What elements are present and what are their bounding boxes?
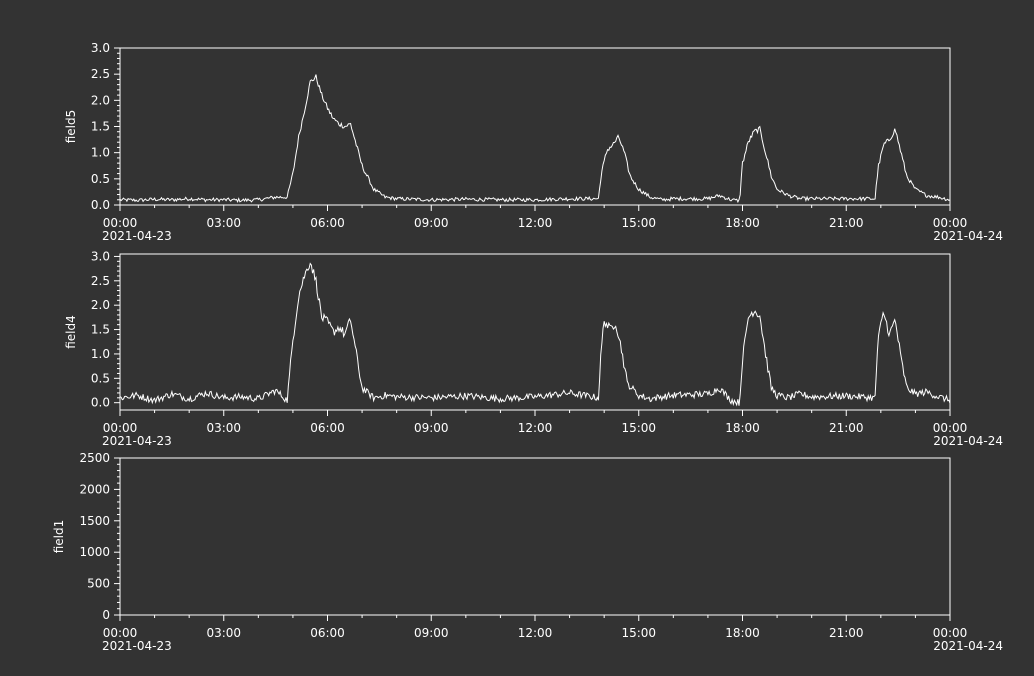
x-tick-label-1-2: 06:00 — [310, 216, 345, 230]
y-tick-label-2-6: 3.0 — [91, 249, 110, 263]
x-tick-label-3-5: 15:00 — [621, 626, 656, 640]
x-tick-label-2-8: 00:00 — [933, 421, 968, 435]
x-tick-label-3-4: 12:00 — [518, 626, 553, 640]
y-tick-label-2-0: 0.0 — [91, 396, 110, 410]
series-line-1-1 — [119, 74, 951, 204]
x-tick-label-3-3: 09:00 — [414, 626, 449, 640]
plot-frame-2 — [119, 253, 951, 411]
y-axis-label-3: field1 — [52, 520, 66, 554]
y-tick-label-1-2: 1.0 — [91, 146, 110, 160]
y-tick-label-1-4: 2.0 — [91, 93, 110, 107]
x-date-start-2: 2021-04-23 — [102, 434, 172, 448]
x-tick-label-2-2: 06:00 — [310, 421, 345, 435]
y-tick-label-3-4: 2000 — [79, 482, 110, 496]
x-tick-label-3-1: 03:00 — [206, 626, 241, 640]
x-tick-label-2-7: 21:00 — [829, 421, 864, 435]
y-tick-label-2-1: 0.5 — [91, 371, 110, 385]
plot-frame-1 — [119, 47, 951, 206]
x-date-start-1: 2021-04-23 — [102, 229, 172, 243]
x-tick-label-3-8: 00:00 — [933, 626, 968, 640]
x-tick-label-2-4: 12:00 — [518, 421, 553, 435]
x-tick-label-1-4: 12:00 — [518, 216, 553, 230]
y-tick-label-3-0: 0 — [102, 608, 110, 622]
y-tick-label-2-5: 2.5 — [91, 274, 110, 288]
x-tick-label-3-7: 21:00 — [829, 626, 864, 640]
x-tick-label-2-3: 09:00 — [414, 421, 449, 435]
y-axis-label-1: field5 — [64, 110, 78, 144]
x-tick-label-2-0: 00:00 — [103, 421, 138, 435]
y-tick-label-1-1: 0.5 — [91, 172, 110, 186]
y-axis-label-2: field4 — [64, 315, 78, 349]
x-tick-label-2-6: 18:00 — [725, 421, 760, 435]
x-tick-label-3-2: 06:00 — [310, 626, 345, 640]
series-line-2-1 — [119, 262, 951, 407]
y-tick-label-2-4: 2.0 — [91, 298, 110, 312]
y-tick-label-3-5: 2500 — [79, 451, 110, 465]
y-tick-label-1-6: 3.0 — [91, 41, 110, 55]
x-tick-label-1-7: 21:00 — [829, 216, 864, 230]
y-tick-label-2-3: 1.5 — [91, 323, 110, 337]
plot-frame-3 — [119, 457, 951, 616]
x-tick-label-2-1: 03:00 — [206, 421, 241, 435]
y-tick-label-3-2: 1000 — [79, 545, 110, 559]
y-tick-label-3-1: 500 — [87, 577, 110, 591]
x-date-start-3: 2021-04-23 — [102, 639, 172, 653]
y-tick-label-1-5: 2.5 — [91, 67, 110, 81]
x-date-end-3: 2021-04-24 — [933, 639, 1003, 653]
y-tick-label-2-2: 1.0 — [91, 347, 110, 361]
x-date-end-1: 2021-04-24 — [933, 229, 1003, 243]
x-tick-label-2-5: 15:00 — [621, 421, 656, 435]
y-tick-label-3-3: 1500 — [79, 514, 110, 528]
x-date-end-2: 2021-04-24 — [933, 434, 1003, 448]
x-tick-label-1-8: 00:00 — [933, 216, 968, 230]
x-tick-label-3-6: 18:00 — [725, 626, 760, 640]
y-tick-label-1-0: 0.0 — [91, 198, 110, 212]
x-tick-label-1-1: 03:00 — [206, 216, 241, 230]
y-tick-label-1-3: 1.5 — [91, 120, 110, 134]
x-tick-label-3-0: 00:00 — [103, 626, 138, 640]
x-tick-label-1-0: 00:00 — [103, 216, 138, 230]
x-tick-label-1-5: 15:00 — [621, 216, 656, 230]
x-tick-label-1-3: 09:00 — [414, 216, 449, 230]
x-tick-label-1-6: 18:00 — [725, 216, 760, 230]
